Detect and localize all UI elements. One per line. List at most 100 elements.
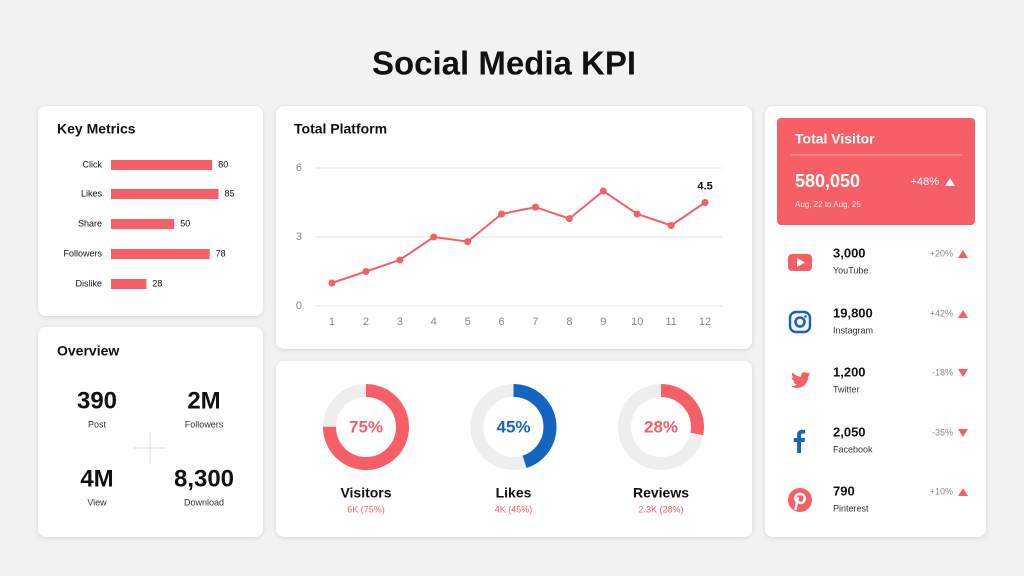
icon <box>788 310 812 334</box>
donut-subtitle: 4K (45%) <box>495 504 533 514</box>
y-tick-label: 0 <box>296 300 302 312</box>
bar <box>111 279 147 289</box>
point <box>396 256 404 264</box>
platform-change: +42% <box>930 308 953 318</box>
overview-value: 4M <box>80 465 113 492</box>
platform-name: YouTube <box>833 265 868 275</box>
x-tick-label: 8 <box>566 316 572 328</box>
icon <box>794 492 806 511</box>
value-label: 50 <box>180 218 190 228</box>
overview-label: Post <box>88 419 107 429</box>
icon <box>804 315 807 318</box>
y-tick-label: Likes <box>81 188 103 198</box>
trend-arrow <box>945 178 955 186</box>
x-tick-label: 11 <box>665 316 676 328</box>
overview-value: 8,300 <box>174 465 234 492</box>
x-tick-label: 3 <box>397 316 403 328</box>
platform-name: Instagram <box>833 325 873 335</box>
trend-arrow <box>958 310 968 318</box>
bar <box>111 189 219 199</box>
x-tick-label: 5 <box>465 316 471 328</box>
value-label: 78 <box>216 248 226 258</box>
trend-arrow <box>958 250 968 258</box>
icon <box>793 429 806 453</box>
platform-value: 790 <box>833 483 855 498</box>
point <box>667 222 675 229</box>
bar <box>111 219 175 229</box>
page-title: Social Media KPI <box>372 45 636 82</box>
platform-value: 19,800 <box>833 305 873 320</box>
point <box>430 233 438 241</box>
bar <box>111 160 213 170</box>
icon <box>797 258 805 267</box>
overview-value: 390 <box>77 387 117 414</box>
platform-value: 2,050 <box>833 424 866 439</box>
donut-label: 45% <box>496 417 530 436</box>
x-tick-label: 12 <box>699 316 711 328</box>
point <box>531 203 539 211</box>
point <box>565 215 573 223</box>
visitor-title: Total Visitor <box>795 131 875 147</box>
overview-label: Followers <box>185 419 224 429</box>
value-label: 28 <box>152 278 162 288</box>
donut-title: Visitors <box>340 485 391 501</box>
point <box>328 279 336 287</box>
icon <box>794 316 806 328</box>
y-tick-label: 3 <box>296 231 302 243</box>
x-tick-label: 10 <box>631 316 643 328</box>
icon <box>788 488 812 512</box>
platform-name: Facebook <box>833 444 873 454</box>
card <box>38 106 263 316</box>
trend-arrow <box>958 369 968 377</box>
donut-arc <box>323 384 409 470</box>
overview-label: Download <box>184 497 224 507</box>
donut-arc <box>470 384 557 470</box>
value-label: 80 <box>218 159 228 169</box>
x-tick-label: 7 <box>532 316 538 328</box>
platform-change: -35% <box>932 427 953 437</box>
overview-value: 2M <box>187 387 220 414</box>
point <box>464 238 472 246</box>
platform-value: 1,200 <box>833 364 866 379</box>
card-title: Key Metrics <box>57 121 136 137</box>
overview-label: View <box>87 497 107 507</box>
trend-arrow <box>958 429 968 437</box>
visitor-value: 580,050 <box>795 171 860 191</box>
icon <box>790 372 811 388</box>
donut-subtitle: 2.3K (28%) <box>638 504 683 514</box>
x-tick-label: 2 <box>363 316 369 328</box>
x-tick-label: 1 <box>329 316 335 328</box>
x-tick-label: 4 <box>431 316 437 328</box>
point <box>599 187 607 195</box>
visitor-box <box>777 118 975 225</box>
donut-arc <box>618 384 704 470</box>
platform-name: Pinterest <box>833 503 869 513</box>
donut-label: 75% <box>349 417 383 436</box>
donut-subtitle: 6K (75%) <box>347 504 385 514</box>
y-tick-label: Dislike <box>75 278 102 288</box>
bar <box>111 249 210 259</box>
donut-title: Reviews <box>633 485 689 501</box>
donut-label: 28% <box>644 417 678 436</box>
line <box>331 189 706 284</box>
y-tick-label: 6 <box>296 162 302 174</box>
card-title: Total Platform <box>294 121 387 137</box>
platform-value: 3,000 <box>833 245 866 260</box>
point <box>701 199 709 206</box>
x-tick-label: 9 <box>600 316 606 328</box>
point <box>633 210 641 218</box>
platform-change: -18% <box>932 367 953 377</box>
visitor-change: +48% <box>911 176 940 188</box>
point <box>362 268 370 275</box>
card-title: Overview <box>57 343 119 359</box>
y-tick-label: Followers <box>63 248 102 258</box>
y-tick-label: Share <box>78 218 102 228</box>
platform-name: Twitter <box>833 384 860 394</box>
value-label: 4.5 <box>697 180 712 192</box>
y-tick-label: Click <box>83 159 103 169</box>
x-tick-label: 6 <box>498 316 504 328</box>
value-label: 85 <box>225 188 235 198</box>
trend-arrow <box>958 488 968 496</box>
visitor-period: Aug, 22 to Aug, 25 <box>795 200 861 209</box>
